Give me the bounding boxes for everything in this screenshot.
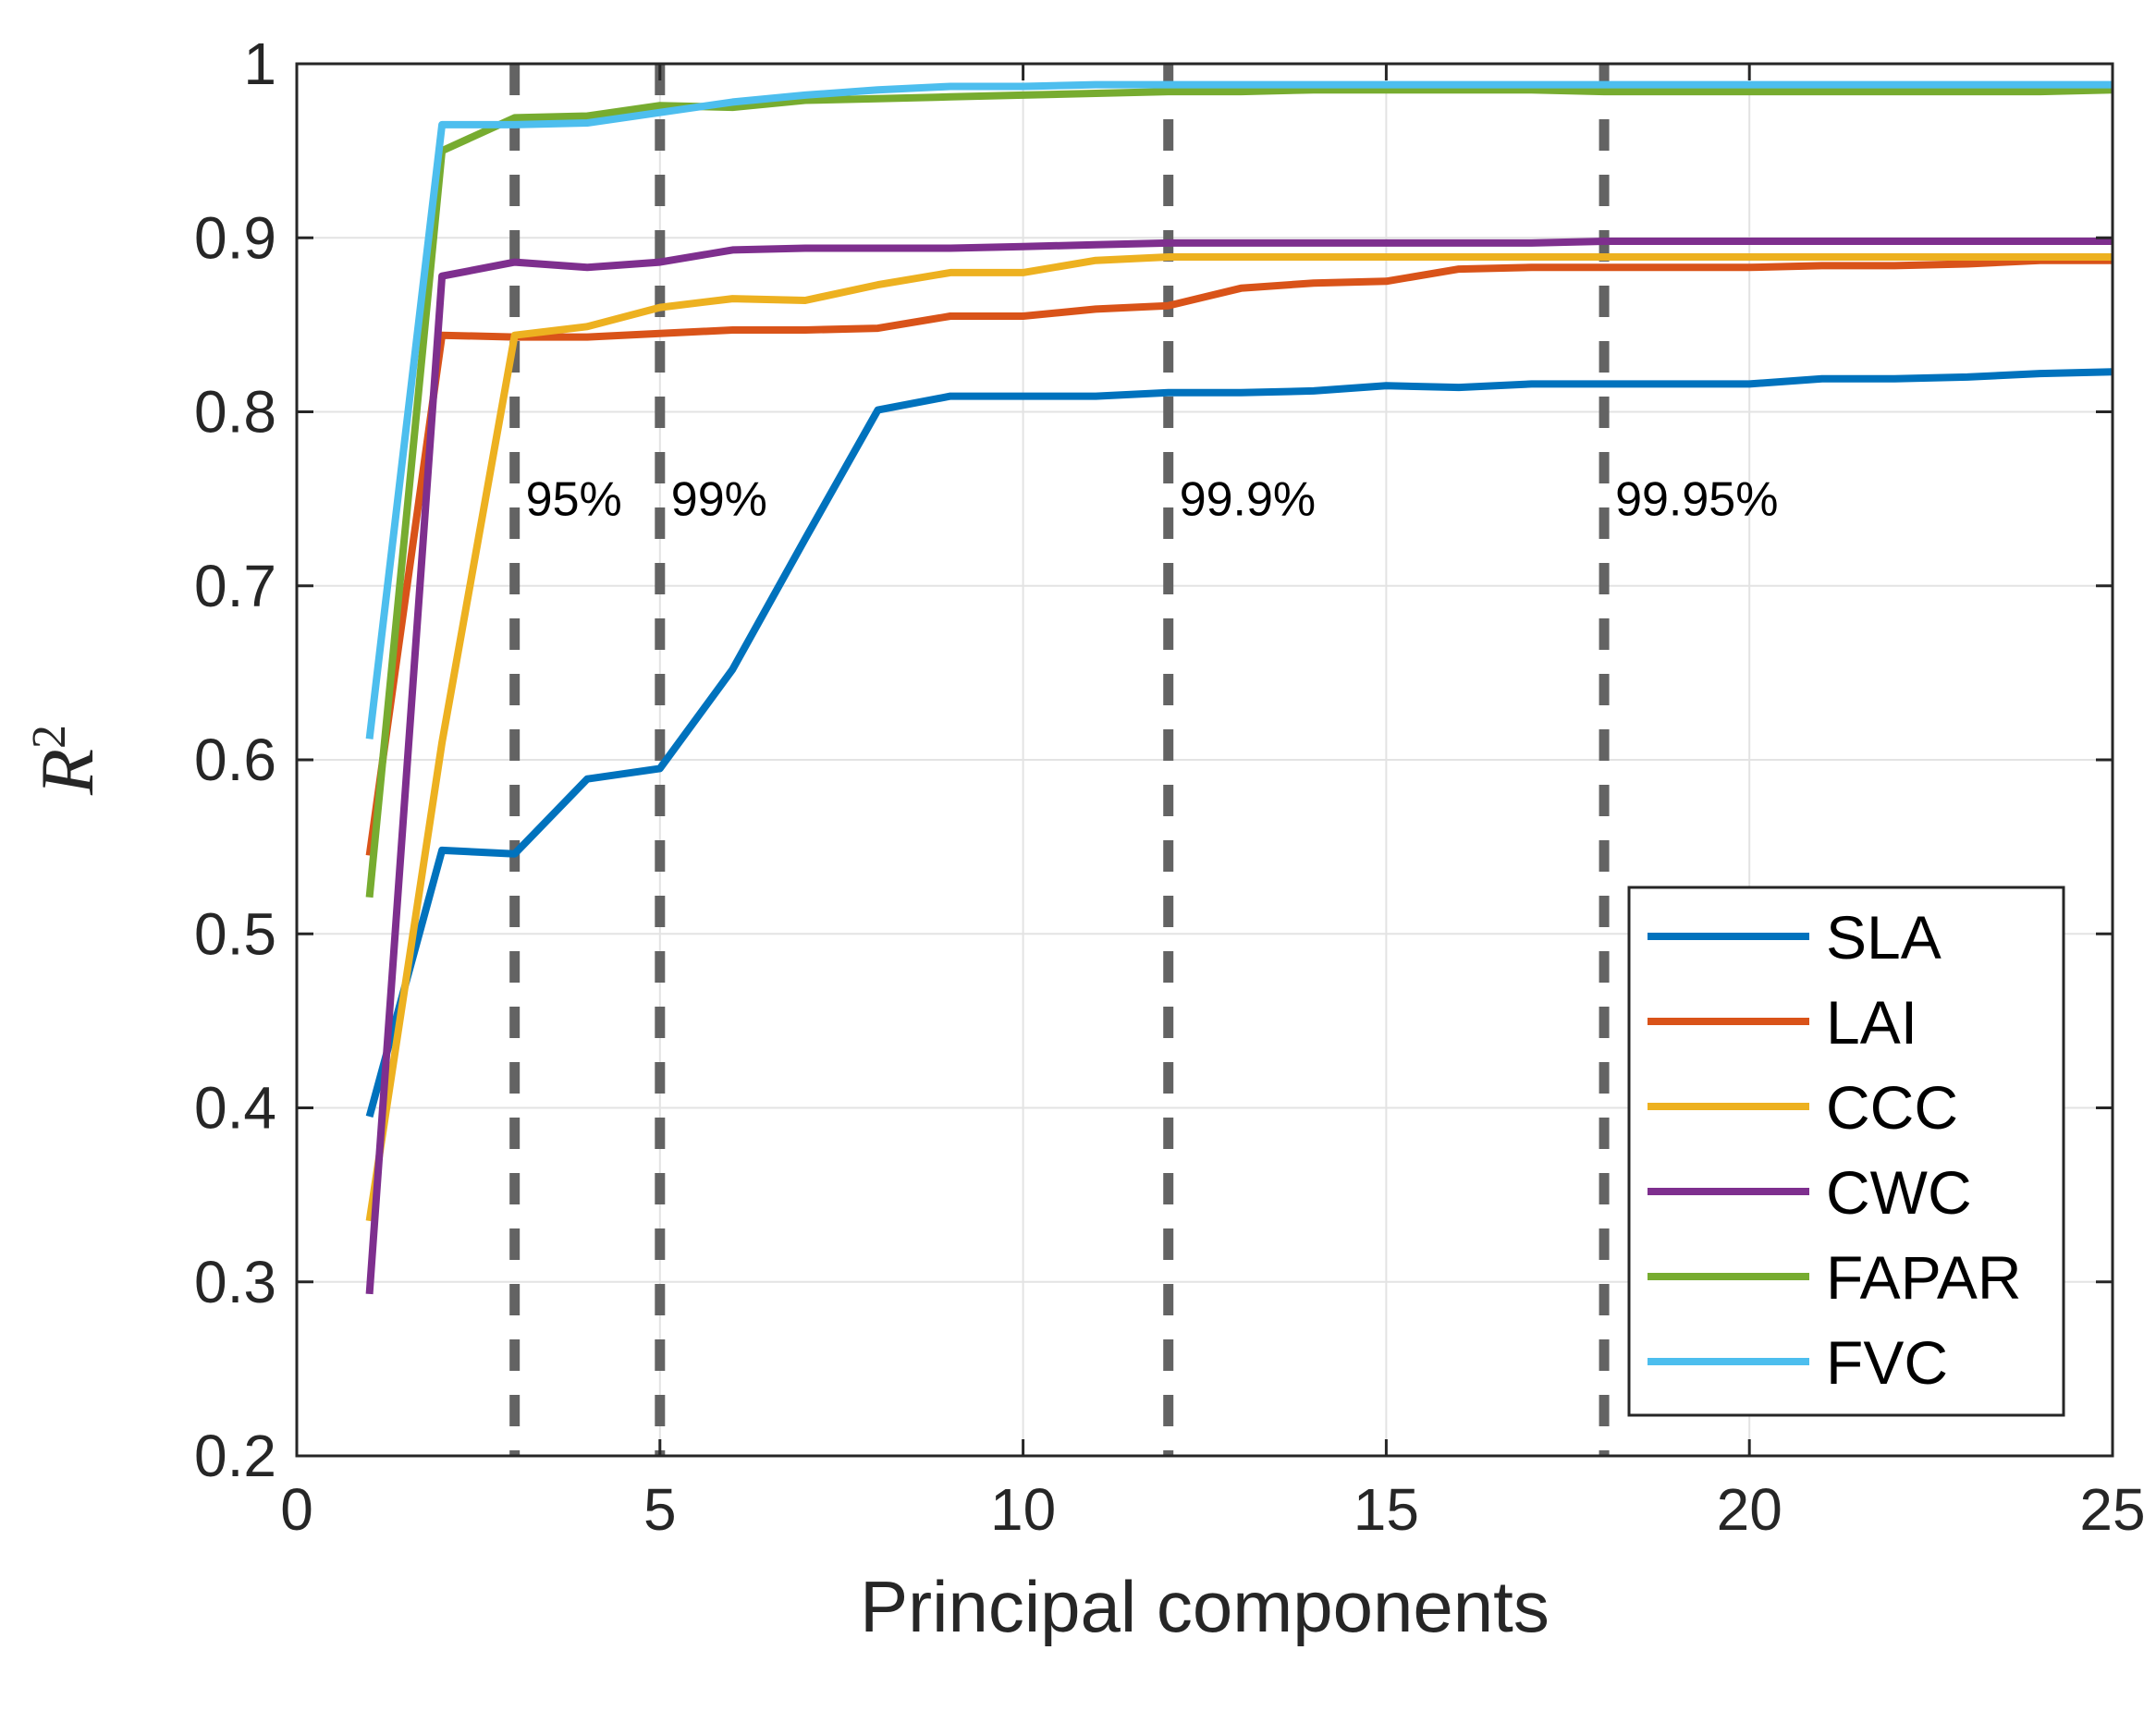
axis-tick-labels: 0 5 10 15 20 25 0.2 0.3 0.4 0.5 0.6 0.7 0.8 0.9 1 — [194, 31, 2146, 1543]
series-line-fapar — [365, 86, 2113, 898]
x-axis-title: Principal components — [860, 1566, 1550, 1647]
svg-text:R2: R2 — [23, 725, 109, 796]
legend-label-fvc: FVC — [1826, 1328, 1948, 1397]
threshold-lines: 95% 99% 99.9% 99.95% — [509, 64, 1778, 1456]
series-line-fvc — [365, 80, 2113, 739]
y-tick-label: 0.8 — [194, 379, 276, 446]
series-line-lai — [365, 256, 2113, 857]
legend-label-cwc: CWC — [1826, 1158, 1972, 1227]
y-tick-label: 1 — [243, 31, 276, 97]
y-tick-label: 0.3 — [194, 1249, 276, 1315]
y-tick-label: 0.5 — [194, 900, 276, 967]
threshold-label: 99.9% — [1180, 473, 1316, 527]
y-tick-label: 0.6 — [194, 727, 276, 793]
series-line-sla — [365, 368, 2113, 1118]
series-lines — [365, 80, 2113, 1295]
x-tick-label: 10 — [990, 1476, 1056, 1543]
legend-box — [1627, 886, 2065, 1417]
y-axis-title-group: R2 — [23, 725, 109, 796]
threshold-label: 99% — [671, 473, 767, 527]
x-tick-label: 0 — [280, 1476, 313, 1543]
legend-label-ccc: CCC — [1826, 1073, 1958, 1142]
x-tick-label: 5 — [643, 1476, 677, 1543]
y-tick-label: 0.7 — [194, 553, 276, 619]
legend-label-sla: SLA — [1826, 903, 1942, 972]
x-tick-label: 25 — [2079, 1476, 2145, 1543]
threshold-label: 95% — [526, 473, 622, 527]
series-line-ccc — [365, 253, 2113, 1222]
y-axis-title-superscript: 2 — [23, 725, 76, 749]
y-tick-label: 0.9 — [194, 204, 276, 271]
threshold-label: 99.95% — [1615, 473, 1778, 527]
axis-ticks — [295, 62, 2114, 1458]
y-axis-title: R — [25, 749, 109, 796]
legend-label-fapar: FAPAR — [1826, 1243, 2022, 1312]
y-tick-label: 0.4 — [194, 1075, 276, 1142]
series-line-cwc — [365, 238, 2113, 1295]
y-tick-label: 0.2 — [194, 1423, 276, 1489]
legend: SLA LAI CCC CWC FAPAR FVC — [1627, 886, 2065, 1417]
x-tick-label: 20 — [1717, 1476, 1782, 1543]
legend-label-lai: LAI — [1826, 988, 1917, 1057]
x-tick-label: 15 — [1354, 1476, 1419, 1543]
